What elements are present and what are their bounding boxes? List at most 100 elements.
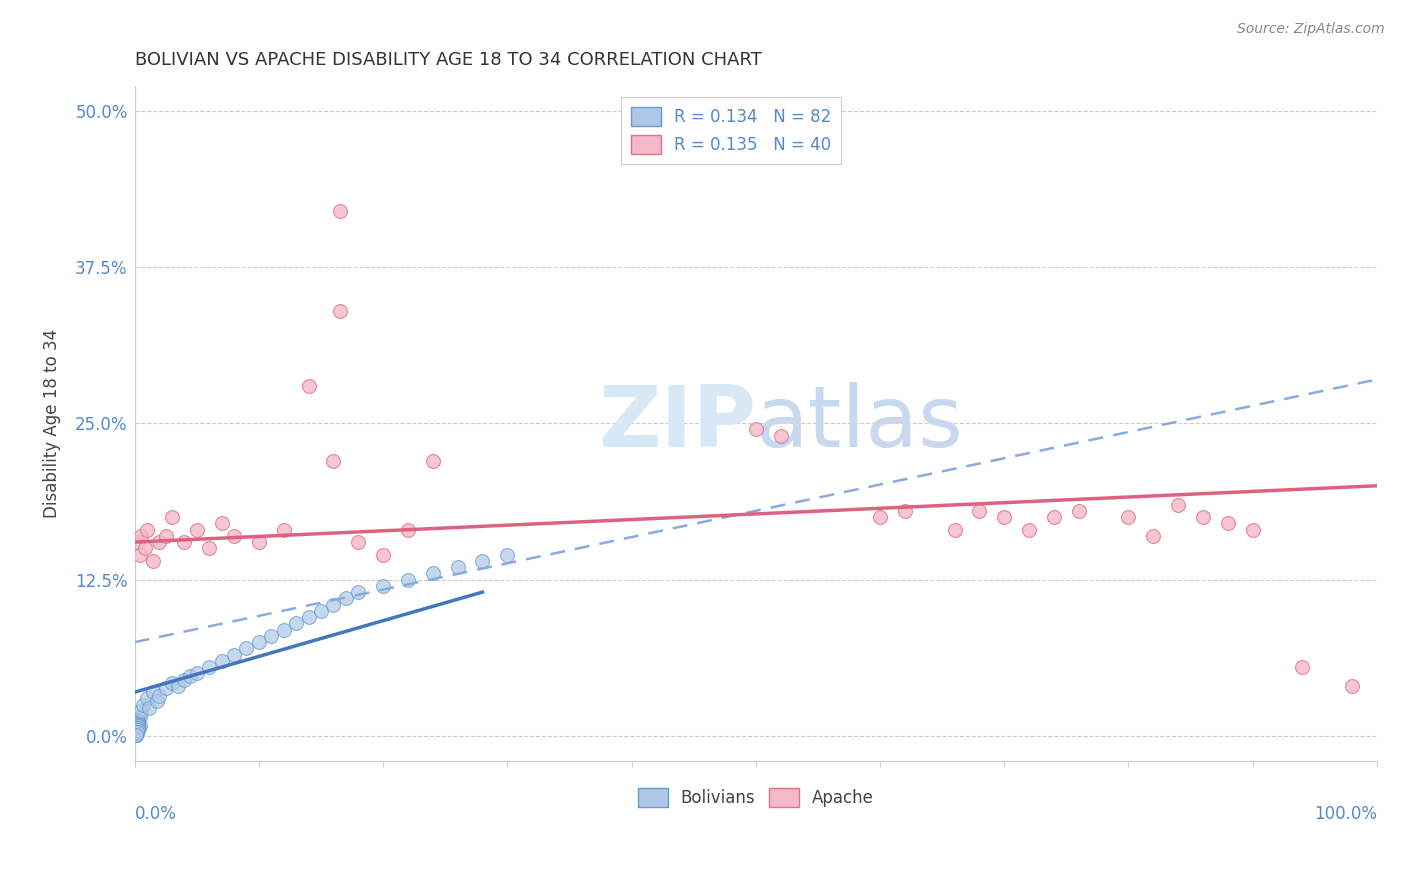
Point	[247, 535, 270, 549]
Point	[969, 504, 991, 518]
Point	[179, 669, 201, 683]
Point	[1192, 510, 1215, 524]
Point	[125, 720, 148, 734]
Point	[125, 723, 148, 737]
Point	[1216, 516, 1239, 531]
Point	[125, 726, 148, 740]
Point	[769, 429, 792, 443]
Point	[125, 725, 148, 739]
Point	[396, 523, 419, 537]
Point	[127, 722, 149, 736]
Point	[125, 725, 148, 739]
Point	[127, 717, 149, 731]
Point	[125, 725, 148, 739]
Point	[894, 504, 917, 518]
Point	[125, 720, 148, 734]
Point	[125, 725, 148, 739]
Point	[1018, 523, 1040, 537]
Point	[125, 719, 148, 733]
Point	[869, 510, 891, 524]
Point	[148, 535, 170, 549]
Point	[125, 726, 148, 740]
Point	[127, 716, 149, 731]
Point	[125, 716, 148, 731]
Point	[993, 510, 1015, 524]
Point	[309, 604, 332, 618]
Point	[125, 728, 148, 742]
Text: atlas: atlas	[756, 382, 963, 465]
Point	[125, 722, 148, 736]
Point	[132, 698, 155, 712]
Point	[1142, 529, 1164, 543]
Point	[1291, 660, 1313, 674]
Point	[125, 723, 148, 738]
Point	[125, 716, 148, 731]
Point	[127, 717, 149, 731]
Point	[422, 454, 444, 468]
Point	[125, 723, 148, 737]
Point	[125, 728, 148, 742]
Point	[347, 585, 370, 599]
Point	[125, 728, 148, 742]
Point	[329, 303, 352, 318]
Point	[125, 728, 148, 742]
Point	[335, 591, 357, 606]
Point	[211, 516, 233, 531]
Point	[125, 715, 148, 730]
Point	[138, 701, 160, 715]
Point	[273, 623, 295, 637]
Point	[128, 719, 150, 733]
Point	[129, 704, 152, 718]
Point	[125, 716, 148, 731]
Point	[1043, 510, 1066, 524]
Point	[1118, 510, 1140, 524]
Point	[125, 723, 148, 738]
Point	[148, 689, 170, 703]
Point	[146, 694, 169, 708]
Point	[496, 548, 519, 562]
Point	[422, 566, 444, 581]
Text: 100.0%: 100.0%	[1315, 805, 1376, 822]
Point	[128, 548, 150, 562]
Point	[173, 535, 195, 549]
Point	[1067, 504, 1090, 518]
Point	[127, 723, 149, 737]
Point	[446, 560, 468, 574]
Point	[371, 579, 394, 593]
Point	[167, 679, 190, 693]
Point	[125, 722, 148, 736]
Point	[396, 573, 419, 587]
Point	[1341, 679, 1364, 693]
Point	[235, 641, 257, 656]
Point	[134, 541, 156, 556]
Point	[186, 666, 208, 681]
Point	[125, 723, 148, 737]
Text: ZIP: ZIP	[598, 382, 756, 465]
Point	[128, 710, 150, 724]
Point	[127, 713, 149, 727]
Point	[127, 714, 149, 728]
Point	[125, 725, 148, 739]
Point	[285, 616, 308, 631]
Point	[125, 717, 148, 731]
Point	[297, 378, 319, 392]
Text: 0.0%: 0.0%	[135, 805, 177, 822]
Point	[371, 548, 394, 562]
Point	[127, 535, 149, 549]
Point	[471, 554, 494, 568]
Point	[347, 535, 370, 549]
Point	[127, 714, 149, 728]
Text: BOLIVIAN VS APACHE DISABILITY AGE 18 TO 34 CORRELATION CHART: BOLIVIAN VS APACHE DISABILITY AGE 18 TO …	[135, 51, 762, 69]
Point	[222, 529, 245, 543]
Point	[198, 660, 221, 674]
Point	[173, 673, 195, 687]
Point	[160, 510, 183, 524]
Point	[155, 529, 177, 543]
Point	[745, 422, 768, 436]
Point	[142, 685, 165, 699]
Point	[322, 454, 344, 468]
Legend: Bolivians, Apache: Bolivians, Apache	[631, 780, 880, 814]
Point	[136, 691, 159, 706]
Point	[1167, 498, 1189, 512]
Point	[198, 541, 221, 556]
